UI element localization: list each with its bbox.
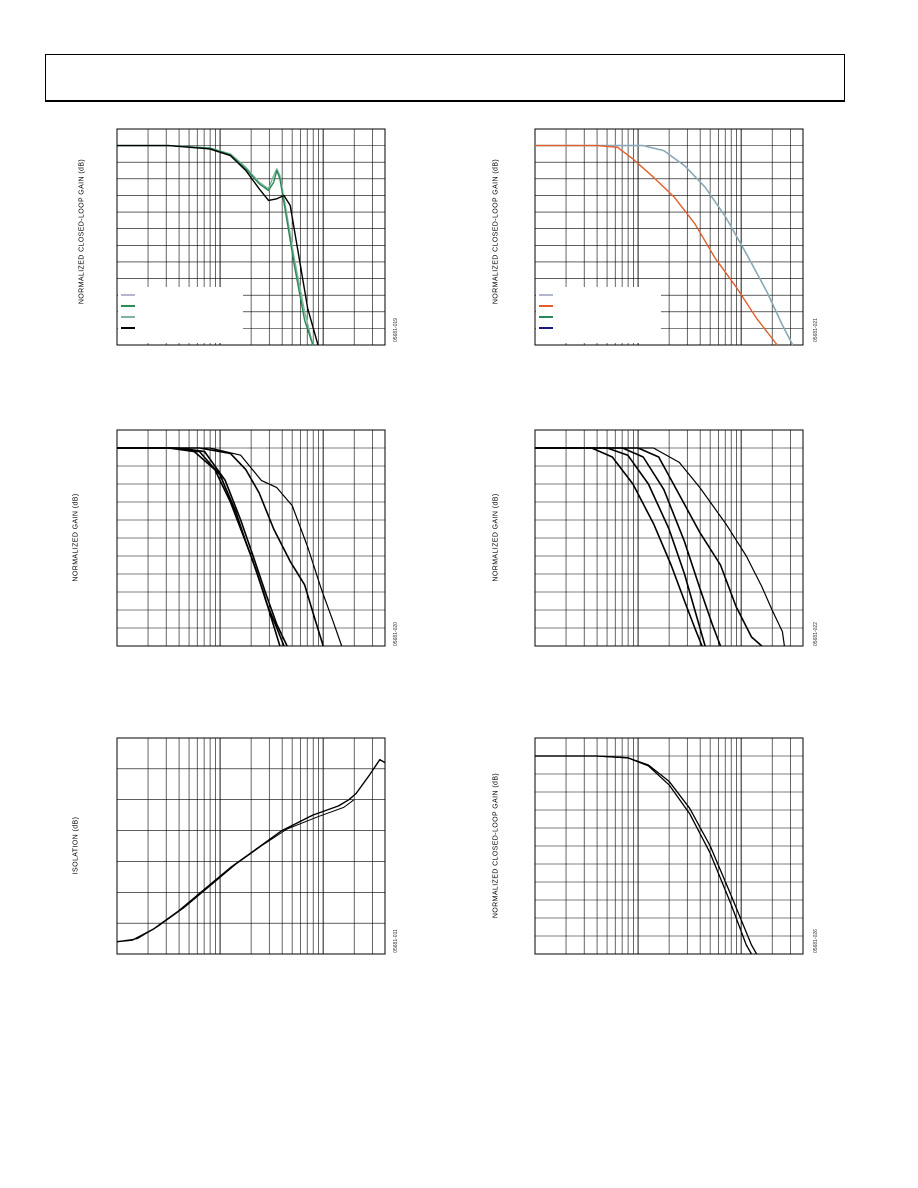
chart-1-y-axis-label: NORMALIZED CLOSED-LOOP GAIN (dB) [78,158,86,305]
grid [116,429,385,647]
plot-frame [534,429,804,647]
chart-6-figure-code: 05681-026 [813,929,819,953]
series-line-3 [535,447,722,647]
chart-3-figure-code: 05681-020 [393,622,399,646]
plot-frame [116,128,386,346]
chart-4-y-axis-label: NORMALIZED GAIN (dB) [492,493,500,582]
series-line-5 [535,447,785,647]
plot-frame [116,737,386,955]
series-line-4 [117,447,324,647]
grid [534,737,803,955]
series-line-5 [117,447,343,647]
chart-2-plot [534,128,804,346]
chart-3-y-axis-label: NORMALIZED GAIN (dB) [72,493,80,582]
chart-3-plot [116,429,386,647]
legend [118,287,243,343]
series-line-2 [117,144,314,346]
legend [536,287,661,343]
chart-5-plot [116,737,386,955]
series-line-1 [535,755,758,955]
chart-5-y-axis-label: ISOLATION (dB) [72,816,80,875]
grid [116,128,385,346]
series-line-1 [535,144,794,346]
chart-4-plot [534,429,804,647]
series-line-3 [117,144,319,346]
series-line-1 [535,447,703,647]
series-line-2 [535,755,753,955]
series-line-1 [117,447,281,647]
legend-box [118,287,243,343]
series-line-3 [117,447,288,647]
chart-6-plot [534,737,804,955]
chart-1-plot [116,128,386,346]
plot-frame [534,128,804,346]
chart-6-y-axis-label: NORMALIZED CLOSED-LOOP GAIN (dB) [492,772,500,919]
grid [116,737,385,955]
page-header-box [45,54,845,102]
series-line-4 [535,447,763,647]
plot-frame [534,737,804,955]
chart-2-y-axis-label: NORMALIZED CLOSED-LOOP GAIN (dB) [492,158,500,305]
series-line-2 [116,799,355,943]
series-line-2 [535,447,706,647]
plot-frame [116,429,386,647]
legend-box [536,287,661,343]
chart-4-figure-code: 05681-022 [813,622,819,646]
grid [534,429,803,647]
series-line-2 [535,144,778,346]
chart-5-figure-code: 05681-011 [393,929,399,953]
chart-1-figure-code: 05681-019 [393,318,399,342]
chart-2-figure-code: 05681-021 [813,318,819,342]
grid [534,128,803,346]
